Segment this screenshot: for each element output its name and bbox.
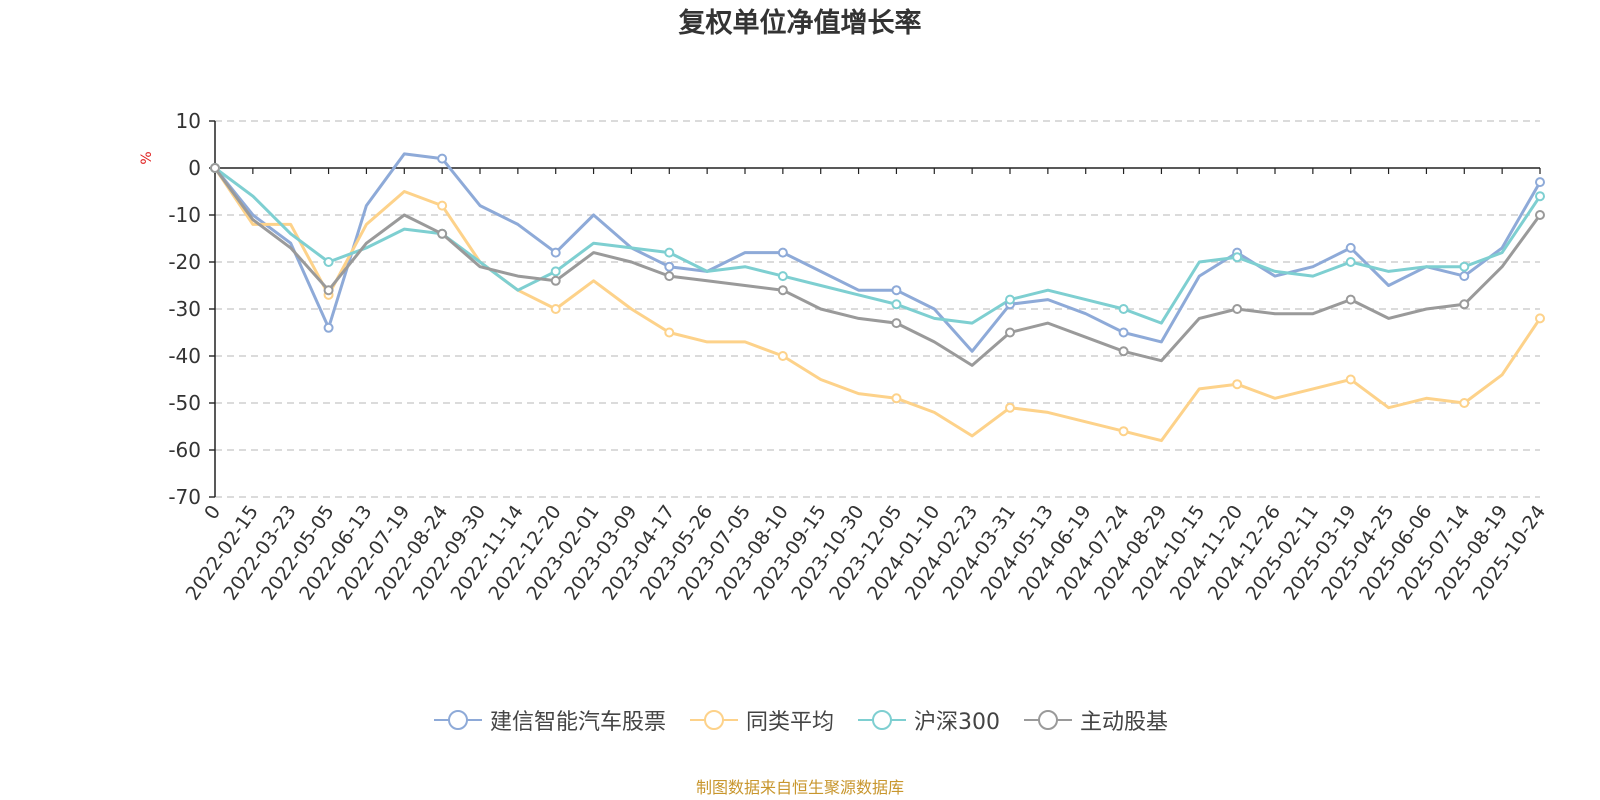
- y-tick-label: -10: [168, 203, 201, 227]
- legend-item[interactable]: 主动股基: [1022, 704, 1168, 736]
- y-axis-label: %: [139, 151, 155, 164]
- legend: 建信智能汽车股票 同类平均 沪深300 主动股基: [0, 704, 1600, 736]
- series-point: [1232, 252, 1243, 263]
- series-point: [664, 271, 675, 282]
- series-point: [891, 285, 902, 296]
- series-point: [1005, 327, 1015, 338]
- series-point: [891, 393, 902, 404]
- y-tick-label: -60: [168, 438, 201, 462]
- series-point: [437, 200, 448, 211]
- source-note: 制图数据来自恒生聚源数据库: [695, 778, 904, 797]
- series-point: [1459, 398, 1470, 408]
- legend-label: 建信智能汽车股票: [489, 710, 666, 735]
- legend-item[interactable]: 同类平均: [688, 704, 834, 736]
- series-point: [1459, 299, 1470, 310]
- legend-line-circle-icon: [433, 710, 482, 730]
- series-point: [891, 318, 902, 329]
- series-point: [1118, 304, 1129, 314]
- legend-line-circle-icon: [858, 710, 906, 730]
- series-point: [777, 285, 788, 296]
- series-point: [1118, 426, 1129, 437]
- y-tick-label: -20: [168, 250, 201, 274]
- series-line: [213, 152, 1542, 353]
- legend-line-circle-icon: [1024, 710, 1072, 730]
- series-markers: [210, 153, 1545, 437]
- series-point: [323, 285, 334, 296]
- series-point: [1459, 261, 1470, 272]
- series-point: [550, 304, 561, 314]
- y-tick-label: -40: [168, 344, 201, 368]
- series-point: [550, 247, 561, 258]
- series-point: [1345, 374, 1356, 385]
- series-point: [550, 266, 561, 277]
- series-point: [1345, 242, 1356, 253]
- y-tick-label: 0: [188, 156, 201, 180]
- y-tick-label: -30: [168, 297, 201, 321]
- series-point: [550, 275, 561, 286]
- series-line: [213, 166, 1542, 325]
- series-point: [1535, 210, 1545, 220]
- series-point: [664, 247, 675, 258]
- series-lines: [213, 152, 1542, 443]
- series-point: [1345, 294, 1356, 305]
- series-point: [1118, 327, 1129, 338]
- series-point: [323, 322, 334, 333]
- series-point: [664, 327, 675, 338]
- legend-item[interactable]: 沪深300: [856, 704, 1000, 736]
- series-point: [664, 261, 675, 272]
- y-tick-label: -70: [168, 485, 201, 509]
- series-point: [1345, 257, 1356, 267]
- series-point: [1232, 304, 1243, 314]
- series-point: [1459, 271, 1470, 282]
- series-point: [777, 247, 788, 258]
- series-point: [437, 228, 448, 239]
- series-point: [1535, 191, 1545, 202]
- series-line: [213, 166, 1542, 443]
- series-point: [1005, 294, 1015, 305]
- series-line: [213, 166, 1542, 367]
- series-point: [210, 163, 220, 173]
- y-tick-label: -50: [168, 391, 201, 415]
- series-point: [323, 257, 334, 267]
- legend-label: 沪深300: [914, 710, 1000, 735]
- series-point: [437, 153, 448, 164]
- legend-label: 同类平均: [745, 710, 834, 735]
- series-point: [777, 271, 788, 282]
- legend-item[interactable]: 建信智能汽车股票: [432, 704, 666, 736]
- series-point: [777, 351, 788, 361]
- series-point: [1232, 379, 1243, 390]
- chart-title: 复权单位净值增长率: [678, 8, 922, 39]
- grid-lines: [215, 120, 1540, 498]
- series-point: [1005, 402, 1015, 413]
- series-point: [1535, 313, 1545, 324]
- series-point: [891, 299, 902, 310]
- legend-line-circle-icon: [689, 710, 738, 730]
- series-point: [1535, 177, 1545, 188]
- series-point: [1118, 346, 1129, 357]
- y-tick-label: 10: [176, 109, 201, 133]
- legend-label: 主动股基: [1080, 710, 1169, 735]
- x-tick-label: 0: [200, 501, 225, 524]
